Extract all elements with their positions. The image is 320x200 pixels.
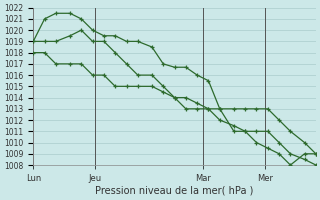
X-axis label: Pression niveau de la mer( hPa ): Pression niveau de la mer( hPa ) bbox=[95, 186, 254, 196]
